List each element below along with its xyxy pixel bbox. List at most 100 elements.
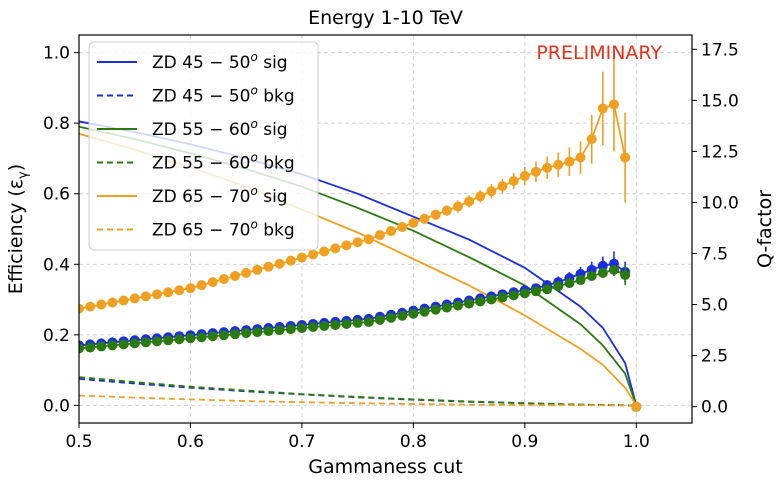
right-y-tick-label: 5.0 <box>701 296 728 316</box>
qfactor-point <box>163 335 174 346</box>
qfactor-point <box>620 152 631 163</box>
qfactor-point <box>597 260 608 271</box>
efficiency-line <box>79 376 637 407</box>
qfactor-point <box>486 294 497 305</box>
qfactor-series-group <box>79 57 631 314</box>
qfactor-point <box>352 317 363 328</box>
left-y-tick-label: 0.6 <box>43 185 70 205</box>
left-y-tick-label: 0.0 <box>43 396 70 416</box>
qfactor-point <box>341 240 352 251</box>
qfactor-point <box>296 252 307 263</box>
qfactor-point <box>497 292 508 303</box>
x-tick-label: 1.0 <box>623 432 650 452</box>
right-y-tick-label: 10.0 <box>701 193 739 213</box>
left-y-tick-label: 1.0 <box>43 44 70 64</box>
right-y-tick-label: 12.5 <box>701 142 739 162</box>
qfactor-point <box>207 331 218 342</box>
qfactor-point <box>564 156 575 167</box>
qfactor-point <box>419 306 430 317</box>
legend: ZD 45 − 50o sig ZD 45 − 50o bkg ZD 55 − 60… <box>88 41 319 251</box>
x-tick-label: 0.5 <box>65 432 92 452</box>
legend-label: ZD 65 − 70o sig <box>152 184 288 207</box>
x-tick-label: 0.9 <box>511 432 538 452</box>
qfactor-point <box>263 261 274 272</box>
qfactor-point <box>241 328 252 339</box>
qfactor-point <box>218 274 229 285</box>
qfactor-point <box>118 295 129 306</box>
qfactor-point <box>363 234 374 245</box>
qfactor-point <box>163 287 174 298</box>
left-y-tick-label: 0.2 <box>43 326 70 346</box>
left-y-tick-label: 0.4 <box>43 255 70 275</box>
right-y-tick-label: 7.5 <box>701 245 728 265</box>
preliminary-watermark: PRELIMINARY <box>536 42 662 64</box>
qfactor-point <box>452 300 463 311</box>
qfactor-point <box>352 237 363 248</box>
qfactor-point <box>464 298 475 309</box>
qfactor-point <box>608 99 619 110</box>
qfactor-point <box>152 336 163 347</box>
qfactor-point <box>107 297 118 308</box>
qfactor-point <box>96 341 107 352</box>
left-axis-label-sub: γ <box>16 171 31 179</box>
qfactor-point <box>218 330 229 341</box>
legend-label: ZD 45 − 50o sig <box>152 50 288 73</box>
qfactor-point <box>597 267 608 278</box>
qfactor-point <box>174 334 185 345</box>
qfactor-point <box>129 293 140 304</box>
qfactor-point <box>308 249 319 260</box>
qfactor-point <box>274 258 285 269</box>
qfactor-point <box>397 310 408 321</box>
qfactor-point <box>85 301 96 312</box>
qfactor-point <box>464 196 475 207</box>
qfactor-point <box>85 342 96 353</box>
x-tick-label: 0.6 <box>177 432 204 452</box>
qfactor-point <box>285 324 296 335</box>
qfactor-point <box>252 327 263 338</box>
right-axis-ticks: 0.0 2.5 5.0 7.5 10.0 12.5 15.0 17.5 <box>692 40 739 418</box>
qfactor-point <box>408 308 419 319</box>
qfactor-point <box>185 283 196 294</box>
left-axis-label-main: Efficiency (ε <box>5 179 27 294</box>
qfactor-point <box>441 205 452 216</box>
qfactor-series <box>79 57 642 412</box>
qfactor-series-group <box>79 264 631 354</box>
qfactor-point <box>386 312 397 323</box>
qfactor-point <box>441 302 452 313</box>
qfactor-point <box>341 318 352 329</box>
qfactor-point <box>553 159 564 170</box>
qfactor-point <box>608 264 619 275</box>
qfactor-point <box>263 326 274 337</box>
qfactor-point <box>508 176 519 187</box>
qfactor-point <box>497 181 508 192</box>
qfactor-point <box>374 230 385 241</box>
qfactor-point <box>330 243 341 254</box>
efficiency-line <box>79 378 637 407</box>
qfactor-point <box>140 337 151 348</box>
qfactor-point <box>386 226 397 237</box>
qfactor-point <box>118 339 129 350</box>
qfactor-point <box>397 221 408 232</box>
qfactor-point <box>620 269 631 280</box>
qfactor-point <box>452 201 463 212</box>
right-y-tick-label: 0.0 <box>701 398 728 418</box>
qfactor-point <box>285 255 296 266</box>
legend-label: ZD 55 − 60o sig <box>152 117 288 140</box>
qfactor-point <box>207 277 218 288</box>
qfactor-point <box>586 134 597 145</box>
qfactor-point <box>374 314 385 325</box>
qfactor-point <box>519 170 530 181</box>
x-tick-label: 0.7 <box>288 432 315 452</box>
left-axis-label-close: ) <box>5 164 27 171</box>
qfactor-point <box>107 340 118 351</box>
qfactor-point <box>79 303 84 314</box>
qfactor-point <box>196 332 207 343</box>
qfactor-point <box>530 166 541 177</box>
chart-title: Energy 1-10 TeV <box>308 7 463 29</box>
qfactor-point <box>586 270 597 281</box>
qfactor-endpoint <box>631 401 642 412</box>
legend-label: ZD 55 − 60o bkg <box>152 151 295 174</box>
qfactor-point <box>530 286 541 297</box>
qfactor-line <box>79 262 626 347</box>
qfactor-point <box>230 329 241 340</box>
